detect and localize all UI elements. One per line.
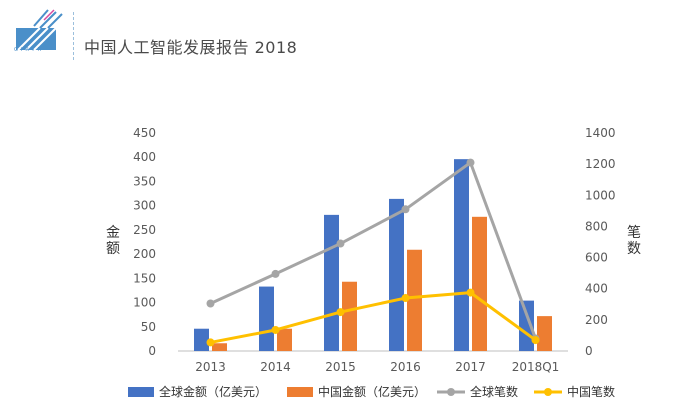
bar [537,316,552,351]
legend-label: 全球笔数 [470,384,518,399]
y2-tick-label: 400 [585,282,608,296]
y-axis-title-left: 金额 [106,225,120,257]
logo-mark-icon [16,9,63,51]
legend-swatch [287,387,313,397]
y2-axis-title-char: 数 [627,241,641,257]
legend-label: 全球金额（亿美元） [159,384,267,399]
logo-text: GIRTH [14,47,45,53]
y-axis-title-char: 额 [106,241,120,257]
y-tick-label: 150 [133,271,156,285]
x-axis: 2013 2014 2015 2016 2017 2018Q1 [195,360,559,374]
bar [407,249,422,351]
x-tick-label: 2013 [195,360,226,374]
bar [342,281,357,351]
bar [259,286,274,351]
legend-swatch-marker [544,388,552,396]
line-point [401,205,410,214]
bar [277,328,292,351]
series-line [209,161,537,340]
line-point [401,294,410,303]
y-tick-label: 400 [133,150,156,164]
x-tick-label: 2015 [325,360,356,374]
header-divider [73,12,74,60]
y2-tick-label: 600 [585,251,608,265]
logo [14,6,64,56]
legend-label: 中国笔数 [567,384,615,399]
line-point [466,158,475,167]
line-point [206,338,215,347]
line-point [271,269,280,278]
y2-tick-label: 1400 [585,126,616,140]
y-tick-label: 300 [133,199,156,213]
bar [389,198,404,351]
x-tick-label: 2014 [260,360,291,374]
y2-axis-title-char: 笔 [627,225,641,241]
y-axis-left: 0 50 100 150 200 250 300 350 400 450 [133,126,156,358]
y-axis-title-right: 笔数 [627,225,641,257]
report-title: 中国人工智能发展报告 2018 [84,38,298,57]
y-tick-label: 100 [133,296,156,310]
y-tick-label: 200 [133,247,156,261]
y2-tick-label: 1000 [585,188,616,202]
line-point [336,308,345,317]
y-axis-title-char: 金 [106,225,120,241]
y-tick-label: 450 [133,126,156,140]
bar [194,328,209,351]
line-point [271,325,280,334]
y-axis-right: 0 200 400 600 800 1000 1200 1400 [585,126,616,358]
series-line [210,291,537,344]
bar [454,159,469,351]
bars [194,159,552,351]
y2-tick-label: 800 [585,219,608,233]
line-point [531,336,540,345]
y-tick-label: 0 [148,344,156,358]
x-tick-label: 2018Q1 [512,360,560,374]
lines [206,158,540,347]
y-tick-label: 350 [133,174,156,188]
line-point [466,288,475,297]
legend: 全球金额（亿美元） 中国金额（亿美元） 全球笔数 中国笔数 [128,384,615,399]
x-tick-label: 2017 [455,360,486,374]
legend-swatch [128,387,154,397]
y-tick-label: 250 [133,223,156,237]
bar [324,214,339,351]
x-tick-label: 2016 [390,360,421,374]
legend-swatch-marker [447,388,455,396]
bar [519,300,534,351]
y2-tick-label: 200 [585,313,608,327]
y-tick-label: 50 [141,320,156,334]
y2-tick-label: 0 [585,344,593,358]
line-point [336,239,345,248]
bar [472,216,487,351]
bar [212,343,227,351]
legend-label: 中国金额（亿美元） [318,384,426,399]
y2-tick-label: 1200 [585,157,616,171]
line-point [206,299,215,308]
